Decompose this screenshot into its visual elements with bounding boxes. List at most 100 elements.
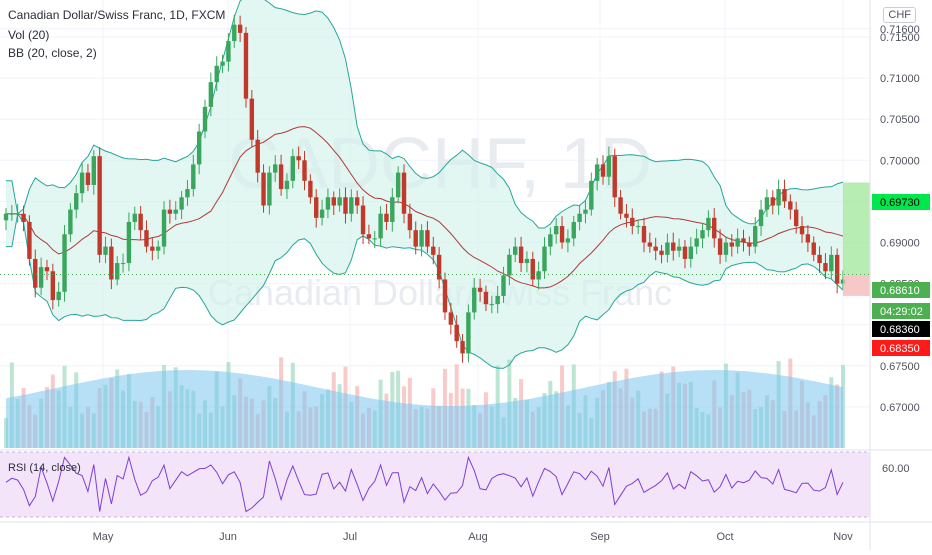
position-stop-zone	[843, 274, 870, 296]
currency-badge[interactable]: CHF	[883, 7, 916, 23]
price-tag-bg	[872, 303, 930, 319]
candle	[553, 226, 559, 235]
bollinger-lower	[6, 212, 844, 369]
candle	[425, 230, 430, 247]
candle	[747, 242, 752, 247]
candle	[600, 164, 606, 177]
price-tag-bg	[872, 194, 930, 210]
candle	[331, 197, 336, 206]
candle	[115, 263, 120, 280]
candle	[44, 267, 50, 272]
candle	[653, 246, 658, 251]
candle	[243, 32, 249, 99]
candle	[513, 246, 518, 255]
candle	[735, 238, 740, 247]
candle	[589, 180, 594, 210]
candle	[167, 209, 173, 214]
candle	[729, 242, 734, 247]
candle	[524, 258, 530, 264]
candle	[688, 246, 694, 259]
candle	[173, 209, 178, 214]
candle	[706, 217, 711, 231]
candle	[144, 230, 149, 247]
candle	[33, 258, 38, 288]
candle	[85, 172, 91, 185]
price-tick-label: 0.71000	[880, 73, 920, 85]
rsi-line	[5, 455, 844, 513]
chart-title: Canadian Dollar/Swiss Franc, 1D, FXCM	[8, 8, 226, 22]
candle	[460, 341, 465, 354]
candle	[431, 246, 436, 255]
price-tag[interactable]: 0.68360	[872, 321, 930, 337]
candle	[671, 242, 676, 251]
volume-legend[interactable]: Vol (20)	[8, 28, 50, 42]
candle	[413, 230, 418, 247]
candle	[559, 226, 565, 243]
candle	[495, 295, 500, 305]
candle	[319, 209, 325, 218]
candle	[202, 106, 208, 132]
price-tag[interactable]: 0.69730	[872, 194, 930, 210]
price-tag-value: 04:29:02	[880, 306, 923, 318]
candle	[296, 156, 301, 161]
candle	[676, 246, 682, 251]
candle	[109, 246, 114, 280]
candle	[15, 213, 20, 215]
bollinger-legend[interactable]: BB (20, close, 2)	[8, 46, 97, 60]
candle	[132, 213, 137, 222]
candle	[834, 254, 840, 284]
candle	[185, 189, 190, 198]
candle	[483, 291, 489, 305]
candle	[378, 213, 383, 239]
candle	[548, 234, 553, 247]
candle	[325, 197, 331, 210]
candle	[120, 263, 126, 265]
candle	[583, 209, 588, 214]
candle	[753, 226, 758, 247]
candle	[208, 82, 214, 107]
candle	[442, 279, 448, 313]
candle	[659, 250, 664, 255]
rsi-tick-label: 60.00	[882, 463, 910, 475]
candle	[712, 217, 717, 239]
candle	[349, 197, 354, 214]
rsi-background	[0, 452, 870, 517]
candle	[770, 197, 775, 206]
candle	[314, 197, 319, 218]
price-tag[interactable]: 0.68350	[872, 340, 930, 356]
candle	[155, 246, 161, 251]
candle	[571, 221, 576, 239]
price-tick-label: 0.70000	[880, 155, 920, 167]
candle	[74, 193, 79, 210]
candle	[343, 197, 348, 214]
candle	[354, 197, 360, 206]
candle	[290, 156, 296, 181]
candle	[308, 180, 313, 198]
candle	[782, 189, 787, 202]
price-tag-value: 0.69730	[880, 197, 920, 209]
position-target-zone	[843, 182, 870, 275]
candle	[68, 209, 73, 235]
candle	[817, 254, 822, 264]
candle	[27, 221, 32, 259]
candle	[472, 287, 477, 313]
rsi-legend[interactable]: RSI (14, close)	[8, 462, 81, 474]
price-tag-bg	[872, 321, 930, 337]
candle	[624, 213, 629, 218]
price-tag[interactable]: 04:29:02	[872, 303, 930, 319]
candle	[618, 197, 623, 214]
candle	[150, 246, 155, 251]
candle	[273, 164, 278, 173]
candle	[477, 287, 483, 292]
candle	[366, 234, 372, 239]
price-tick-label: 0.71600	[880, 24, 920, 36]
candle	[237, 24, 243, 33]
candle	[255, 139, 260, 173]
price-tag[interactable]: 0.68610	[872, 282, 930, 298]
candle	[758, 209, 764, 227]
candle	[448, 312, 454, 325]
candle	[630, 217, 635, 227]
volume-ma-area	[6, 370, 843, 448]
